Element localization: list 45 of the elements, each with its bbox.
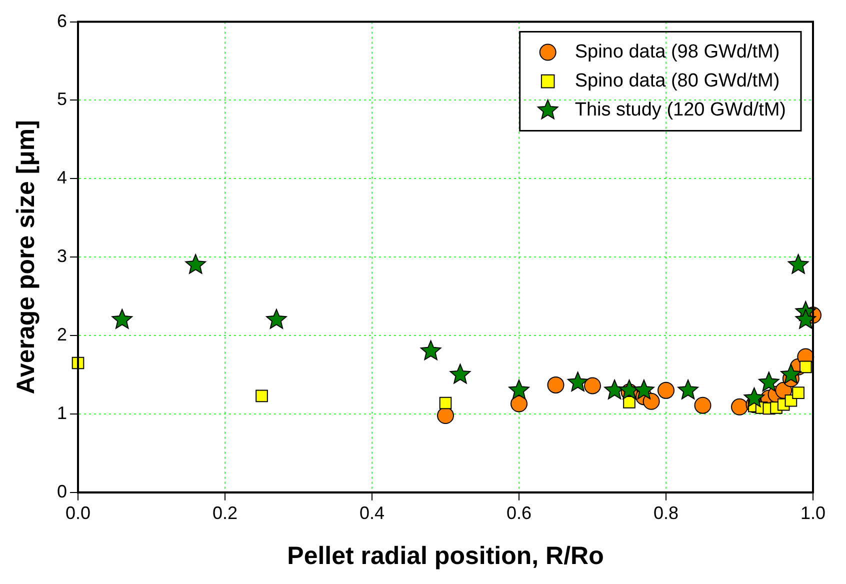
point bbox=[584, 377, 602, 394]
x-tick-label: 1.0 bbox=[800, 503, 826, 524]
x-tick-label: 0.4 bbox=[359, 503, 385, 524]
point bbox=[792, 386, 804, 399]
point bbox=[694, 396, 712, 414]
point bbox=[788, 254, 809, 274]
legend-label: Spino data (80 GWd/tM) bbox=[574, 70, 780, 92]
x-axis-title: Pellet radial position, R/Ro bbox=[287, 542, 604, 570]
point bbox=[547, 376, 564, 394]
point bbox=[567, 372, 588, 392]
point bbox=[678, 380, 698, 400]
point bbox=[658, 382, 674, 399]
point bbox=[508, 380, 530, 400]
y-tick-label: 5 bbox=[56, 89, 68, 110]
point bbox=[780, 364, 802, 384]
x-tick-label: 0.2 bbox=[212, 503, 238, 524]
y-tick-label: 4 bbox=[56, 168, 68, 188]
point bbox=[634, 380, 654, 400]
point bbox=[112, 308, 132, 329]
point bbox=[642, 392, 660, 410]
x-tick-label: 0.0 bbox=[65, 503, 91, 524]
y-axis-title: Average pore size [μm] bbox=[12, 120, 40, 394]
legend-label: This study (120 GWd/tM) bbox=[574, 100, 786, 121]
point bbox=[266, 308, 287, 329]
y-tick-label: 0 bbox=[56, 481, 68, 502]
y-tick-label: 1 bbox=[56, 402, 68, 423]
point bbox=[758, 372, 780, 392]
y-tick-label: 3 bbox=[56, 246, 68, 266]
point bbox=[450, 364, 471, 384]
point bbox=[420, 340, 442, 360]
point bbox=[510, 395, 528, 412]
x-tick-label: 0.6 bbox=[506, 503, 532, 524]
point bbox=[185, 254, 206, 274]
point bbox=[799, 360, 812, 374]
legend-label: Spino data (98 GWd/tM) bbox=[574, 42, 780, 63]
point bbox=[623, 396, 636, 408]
point bbox=[744, 387, 765, 408]
point bbox=[256, 390, 268, 402]
y-tick-label: 6 bbox=[56, 10, 68, 31]
point bbox=[439, 396, 452, 410]
point bbox=[795, 308, 816, 329]
x-tick-label: 0.8 bbox=[653, 503, 679, 524]
point bbox=[731, 398, 748, 416]
point bbox=[437, 407, 454, 424]
y-tick-label: 2 bbox=[56, 324, 68, 344]
